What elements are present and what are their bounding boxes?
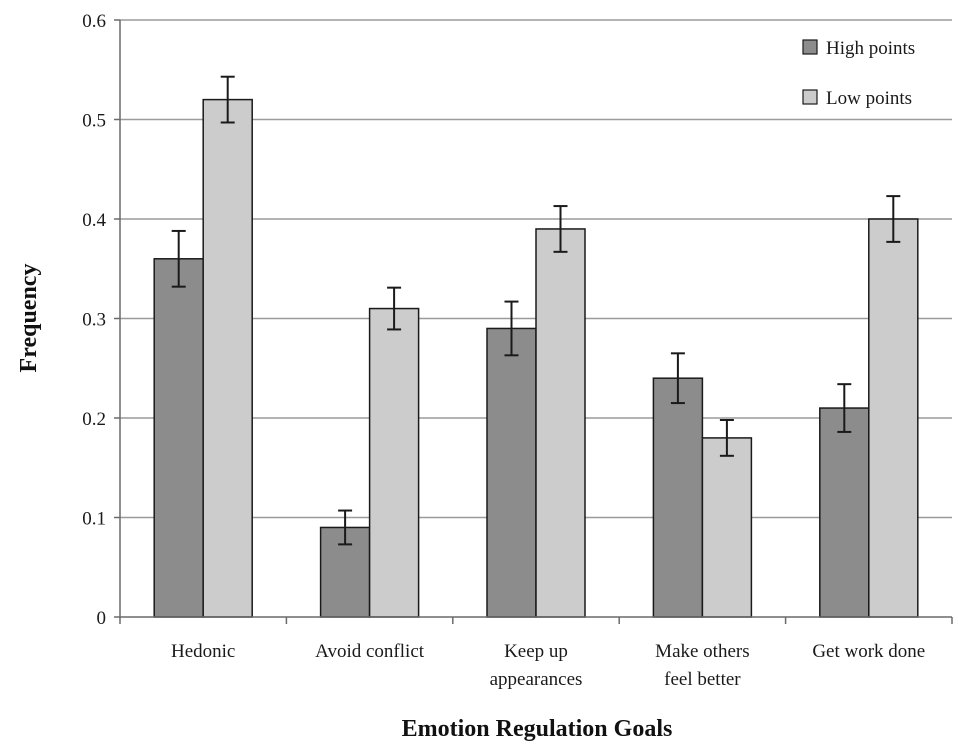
y-axis-title: Frequency [16, 264, 42, 373]
y-tick-label: 0.1 [82, 509, 106, 530]
y-tick-label: 0.3 [82, 310, 106, 331]
bar-low-points [535, 228, 586, 618]
axes [114, 19, 953, 624]
x-tick-label: Hedonic [171, 641, 235, 662]
error-bars [171, 75, 901, 546]
x-tick-label: appearances [490, 669, 583, 690]
legend-label-high-points: High points [826, 38, 915, 59]
y-tick-label: 0.5 [82, 111, 106, 132]
bar-high-points [486, 327, 537, 618]
bars [153, 98, 919, 618]
y-tick-labels: 0 0.1 0.2 0.3 0.4 0.5 0.6 [82, 11, 106, 629]
bar-high-points [652, 377, 704, 618]
x-tick-label: feel better [664, 669, 741, 690]
bar-low-points [868, 218, 919, 618]
x-tick-label: Get work done [812, 641, 925, 662]
bar-low-points [368, 307, 420, 618]
y-tick-label: 0 [97, 608, 107, 629]
bar-low-points [202, 98, 253, 618]
x-tick-labels: Hedonic Avoid conflict Keep up appearances M… [171, 641, 925, 690]
x-axis-title: Emotion Regulation Goals [402, 716, 673, 742]
x-tick-label: Keep up [504, 641, 568, 662]
bar-high-points [819, 407, 870, 618]
legend-label-low-points: Low points [826, 88, 912, 109]
y-tick-label: 0.6 [82, 11, 106, 32]
bar-high-points [153, 258, 204, 618]
legend-swatch-high-points [802, 39, 818, 55]
x-tick-label: Make others [655, 641, 749, 662]
bar-low-points [701, 437, 753, 618]
legend-swatch-low-points [802, 89, 818, 105]
x-tick-label: Avoid conflict [315, 641, 425, 662]
y-tick-label: 0.4 [82, 210, 106, 231]
legend: High points Low points [802, 38, 915, 109]
y-tick-label: 0.2 [82, 409, 106, 430]
